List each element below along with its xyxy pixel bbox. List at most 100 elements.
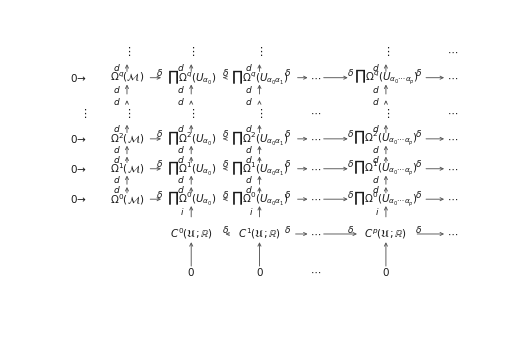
Text: $\cdots$: $\cdots$ xyxy=(310,134,321,144)
Text: $i$: $i$ xyxy=(375,206,380,217)
Text: $\prod\Omega^2(U_{\alpha_0\cdots\alpha_p})$: $\prod\Omega^2(U_{\alpha_0\cdots\alpha_p… xyxy=(353,129,419,148)
Text: $\prod\Omega^2(U_{\alpha_0})$: $\prod\Omega^2(U_{\alpha_0})$ xyxy=(166,130,216,148)
Text: $d$: $d$ xyxy=(372,123,380,134)
Text: $\prod\Omega^q(U_{\alpha_0\alpha_1})$: $\prod\Omega^q(U_{\alpha_0\alpha_1})$ xyxy=(231,69,288,87)
Text: $d$: $d$ xyxy=(372,96,380,107)
Text: $d$: $d$ xyxy=(177,185,185,196)
Text: $\prod\Omega^2(U_{\alpha_0\alpha_1})$: $\prod\Omega^2(U_{\alpha_0\alpha_1})$ xyxy=(231,130,288,148)
Text: $\cdots$: $\cdots$ xyxy=(447,229,458,239)
Text: $\delta$: $\delta$ xyxy=(347,223,354,235)
Text: $0 \!\to$: $0 \!\to$ xyxy=(70,133,88,145)
Text: $\delta$: $\delta$ xyxy=(155,158,163,169)
Text: $\delta$: $\delta$ xyxy=(155,128,163,139)
Text: $\Omega^0(\mathcal{M})$: $\Omega^0(\mathcal{M})$ xyxy=(110,192,144,207)
Text: $\Omega^2(\mathcal{M})$: $\Omega^2(\mathcal{M})$ xyxy=(110,131,144,146)
Text: $\prod\Omega^0(U_{\alpha_0})$: $\prod\Omega^0(U_{\alpha_0})$ xyxy=(166,190,216,208)
Text: $\vdots$: $\vdots$ xyxy=(123,46,131,58)
Text: $d$: $d$ xyxy=(372,84,380,95)
Text: $\prod\Omega^q(U_{\alpha_0})$: $\prod\Omega^q(U_{\alpha_0})$ xyxy=(167,69,216,87)
Text: $d$: $d$ xyxy=(113,154,121,165)
Text: $d$: $d$ xyxy=(372,185,380,196)
Text: $d$: $d$ xyxy=(177,62,185,73)
Text: $\delta$: $\delta$ xyxy=(284,223,291,235)
Text: $\delta$: $\delta$ xyxy=(284,67,291,78)
Text: $C^p(\mathfrak{U};\mathbb{R})$: $C^p(\mathfrak{U};\mathbb{R})$ xyxy=(365,227,407,241)
Text: $\prod\Omega^1(U_{\alpha_0\cdots\alpha_p})$: $\prod\Omega^1(U_{\alpha_0\cdots\alpha_p… xyxy=(353,159,419,178)
Text: $\delta$: $\delta$ xyxy=(347,67,354,78)
Text: $d$: $d$ xyxy=(177,144,185,155)
Text: $0 \!\to$: $0 \!\to$ xyxy=(70,72,88,84)
Text: $\delta$: $\delta$ xyxy=(284,158,291,169)
Text: $\delta$: $\delta$ xyxy=(347,189,354,200)
Text: $\delta$: $\delta$ xyxy=(284,189,291,200)
Text: $\vdots$: $\vdots$ xyxy=(123,107,131,120)
Text: $\delta$: $\delta$ xyxy=(347,128,354,139)
Text: $\cdots$: $\cdots$ xyxy=(447,194,458,204)
Text: $d$: $d$ xyxy=(372,62,380,73)
Text: $d$: $d$ xyxy=(246,185,253,196)
Text: $\prod\Omega^1(U_{\alpha_0})$: $\prod\Omega^1(U_{\alpha_0})$ xyxy=(166,160,216,178)
Text: $\delta$: $\delta$ xyxy=(222,67,229,78)
Text: $\vdots$: $\vdots$ xyxy=(187,46,195,58)
Text: $\cdots$: $\cdots$ xyxy=(310,108,321,118)
Text: $d$: $d$ xyxy=(177,154,185,165)
Text: $\cdots$: $\cdots$ xyxy=(447,164,458,174)
Text: $0 \!\to$: $0 \!\to$ xyxy=(70,163,88,175)
Text: $\cdots$: $\cdots$ xyxy=(447,73,458,83)
Text: $\Omega^1(\mathcal{M})$: $\Omega^1(\mathcal{M})$ xyxy=(110,161,144,176)
Text: $d$: $d$ xyxy=(246,84,253,95)
Text: $\delta$: $\delta$ xyxy=(284,128,291,139)
Text: $\cdots$: $\cdots$ xyxy=(447,108,458,118)
Text: $d$: $d$ xyxy=(246,174,253,185)
Text: $\prod\Omega^q(U_{\alpha_0\cdots\alpha_p})$: $\prod\Omega^q(U_{\alpha_0\cdots\alpha_p… xyxy=(353,68,419,87)
Text: $\prod\Omega^0(U_{\alpha_0\cdots\alpha_p})$: $\prod\Omega^0(U_{\alpha_0\cdots\alpha_p… xyxy=(353,190,419,209)
Text: $\prod\Omega^1(U_{\alpha_0\alpha_1})$: $\prod\Omega^1(U_{\alpha_0\alpha_1})$ xyxy=(231,160,288,178)
Text: $0$: $0$ xyxy=(255,266,263,278)
Text: $\cdots$: $\cdots$ xyxy=(447,134,458,144)
Text: $d$: $d$ xyxy=(113,144,121,155)
Text: $d$: $d$ xyxy=(246,62,253,73)
Text: $d$: $d$ xyxy=(113,174,121,185)
Text: $d$: $d$ xyxy=(113,123,121,134)
Text: $\delta$: $\delta$ xyxy=(347,158,354,169)
Text: $\cdots$: $\cdots$ xyxy=(310,267,321,277)
Text: $\cdots$: $\cdots$ xyxy=(310,164,321,174)
Text: $d$: $d$ xyxy=(246,96,253,107)
Text: $d$: $d$ xyxy=(177,84,185,95)
Text: $0$: $0$ xyxy=(188,266,195,278)
Text: $\cdots$: $\cdots$ xyxy=(310,194,321,204)
Text: $d$: $d$ xyxy=(372,144,380,155)
Text: $\delta$: $\delta$ xyxy=(415,67,423,78)
Text: $\delta$: $\delta$ xyxy=(222,189,229,200)
Text: $0$: $0$ xyxy=(382,266,390,278)
Text: $\delta$: $\delta$ xyxy=(415,223,423,235)
Text: $\cdots$: $\cdots$ xyxy=(310,229,321,239)
Text: $d$: $d$ xyxy=(113,84,121,95)
Text: $d$: $d$ xyxy=(372,154,380,165)
Text: $d$: $d$ xyxy=(246,123,253,134)
Text: $\delta$: $\delta$ xyxy=(222,158,229,169)
Text: $\delta$: $\delta$ xyxy=(222,223,229,235)
Text: $\vdots$: $\vdots$ xyxy=(255,107,264,120)
Text: $i$: $i$ xyxy=(249,206,253,217)
Text: $\vdots$: $\vdots$ xyxy=(79,107,87,120)
Text: $C^0(\mathfrak{U};\mathbb{R})$: $C^0(\mathfrak{U};\mathbb{R})$ xyxy=(170,227,213,241)
Text: $d$: $d$ xyxy=(113,96,121,107)
Text: $d$: $d$ xyxy=(177,96,185,107)
Text: $\delta$: $\delta$ xyxy=(415,189,423,200)
Text: $\vdots$: $\vdots$ xyxy=(382,107,390,120)
Text: $d$: $d$ xyxy=(246,144,253,155)
Text: $d$: $d$ xyxy=(113,185,121,196)
Text: $C^1(\mathfrak{U};\mathbb{R})$: $C^1(\mathfrak{U};\mathbb{R})$ xyxy=(238,227,281,241)
Text: $\delta$: $\delta$ xyxy=(222,128,229,139)
Text: $0 \!\to$: $0 \!\to$ xyxy=(70,193,88,205)
Text: $\delta$: $\delta$ xyxy=(415,128,423,139)
Text: $\Omega^q(\mathcal{M})$: $\Omega^q(\mathcal{M})$ xyxy=(110,71,144,84)
Text: $\vdots$: $\vdots$ xyxy=(382,46,390,58)
Text: $\cdots$: $\cdots$ xyxy=(310,73,321,83)
Text: $d$: $d$ xyxy=(113,62,121,73)
Text: $\vdots$: $\vdots$ xyxy=(187,107,195,120)
Text: $d$: $d$ xyxy=(372,174,380,185)
Text: $d$: $d$ xyxy=(177,123,185,134)
Text: $i$: $i$ xyxy=(180,206,185,217)
